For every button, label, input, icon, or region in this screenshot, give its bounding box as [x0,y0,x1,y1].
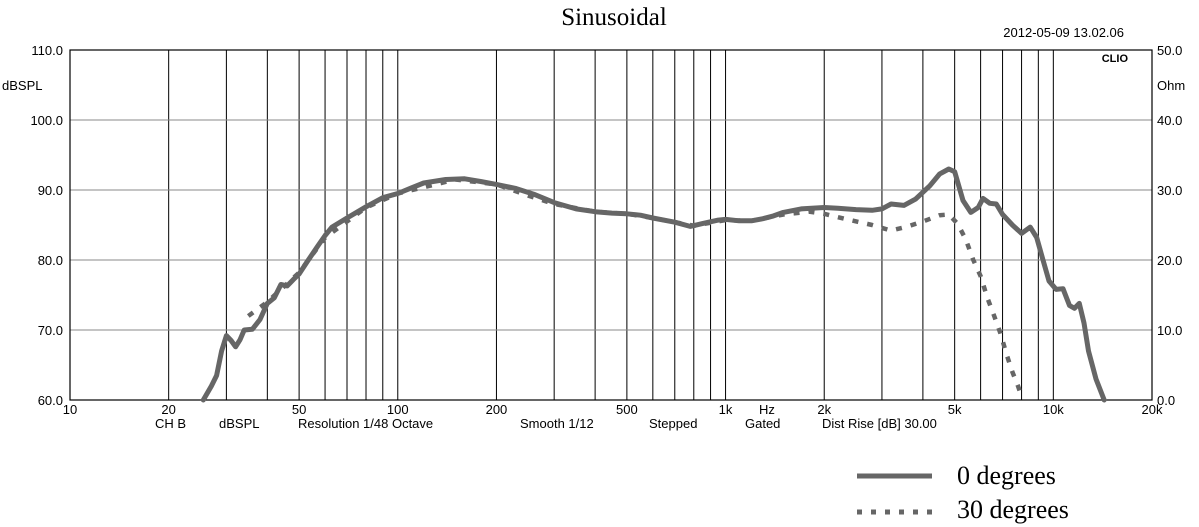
footer-gating: Gated [745,416,780,431]
x-tick-label: 10 [63,402,77,417]
x-tick-label: 1k [719,402,733,417]
grid-lines [70,50,1152,400]
footer-channel: CH B [155,416,186,431]
y-axis-label: dBSPL [2,78,42,93]
x-tick-label: 20k [1142,402,1163,417]
y-tick-label: 110.0 [31,43,63,58]
legend-label-0-degrees: 0 degrees [957,461,1056,490]
plot-frame [69,49,1153,401]
footer-info: CH B dBSPL Resolution 1/48 Octave Smooth… [155,416,937,431]
y-tick-label: 60.0 [38,393,63,408]
x-tick-label: 50 [292,402,306,417]
y-tick-label: 70.0 [38,323,63,338]
footer-mode: Stepped [649,416,697,431]
brand-backdrop [1076,52,1130,65]
series-line-30-degrees [246,177,1024,398]
footer-dist-rise: Dist Rise [dB] 30.00 [822,416,937,431]
footer-unit: dBSPL [219,416,259,431]
x-tick-label: 10k [1043,402,1064,417]
legend-label-30-degrees: 30 degrees [957,495,1069,524]
y2-tick-label: 20.0 [1157,253,1182,268]
legend: 0 degrees 30 degrees [857,461,1069,524]
series-line-0-degrees [200,166,1107,403]
chart-title: Sinusoidal [561,4,667,31]
series-curves [200,166,1107,403]
footer-smooth: Smooth 1/12 [520,416,594,431]
x-tick-label: 20 [161,402,175,417]
x-tick-label: 100 [387,402,409,417]
x-tick-label: 500 [616,402,638,417]
brand-logo: CLIO [1102,53,1129,65]
axis-ticks: 60.0 0.0 70.0 10.0 80.0 20.0 90.0 30.0 100.0 40.0… [30,43,1182,417]
x-axis-unit-label: Hz [759,402,775,417]
y2-tick-label: 40.0 [1157,113,1182,128]
x-tick-label: 200 [486,402,508,417]
y2-tick-label: 50.0 [1157,43,1182,58]
y-tick-label: 80.0 [38,253,63,268]
x-tick-label: 2k [817,402,831,417]
x-tick-label: 5k [948,402,962,417]
y2-tick-label: 0.0 [1157,393,1175,408]
y2-tick-label: 10.0 [1157,323,1182,338]
y2-axis-label: Ohm [1157,78,1185,93]
y2-tick-label: 30.0 [1157,183,1182,198]
timestamp: 2012-05-09 13.02.06 [1003,25,1124,40]
y-tick-label: 90.0 [38,183,63,198]
y-tick-label: 100.0 [30,113,63,128]
footer-resolution: Resolution 1/48 Octave [298,416,433,431]
